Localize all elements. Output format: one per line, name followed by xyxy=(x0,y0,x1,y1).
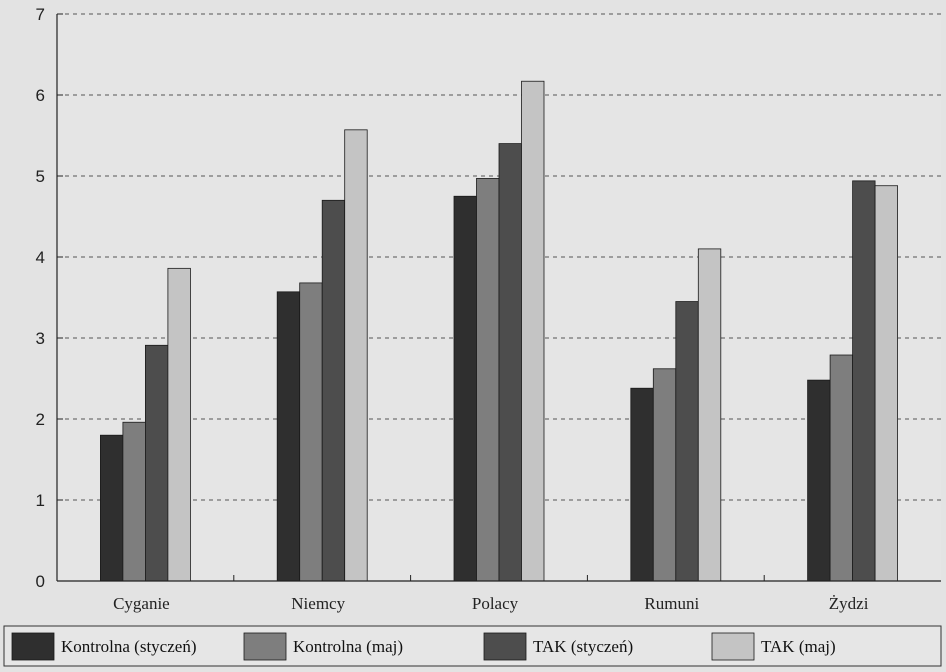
legend-swatch-4 xyxy=(711,632,755,661)
bar-cyganie-series-1 xyxy=(100,434,124,582)
legend-swatch-2 xyxy=(243,632,287,661)
bar-rumuni-series-3 xyxy=(675,301,699,582)
bars xyxy=(100,80,898,582)
bar-polacy-series-3 xyxy=(498,143,522,582)
bar-żydzi-series-3 xyxy=(852,180,876,582)
y-tick-label-3: 3 xyxy=(36,329,45,348)
bar-niemcy-series-3 xyxy=(321,199,346,582)
bar-cyganie-series-3 xyxy=(144,344,169,582)
bar-polacy-series-1 xyxy=(453,195,477,582)
legend-label-4: TAK (maj) xyxy=(761,637,836,656)
bar-polacy-series-4 xyxy=(521,80,545,582)
bar-cyganie-series-2 xyxy=(122,421,146,582)
bar-żydzi-series-1 xyxy=(807,379,831,582)
category-label-2: Niemcy xyxy=(291,594,345,613)
legend-label-1: Kontrolna (styczeń) xyxy=(61,637,196,656)
legend-frame xyxy=(3,625,942,667)
legend-swatch-1 xyxy=(11,632,55,661)
category-label-5: Żydzi xyxy=(829,594,869,613)
y-tick-label-6: 6 xyxy=(36,86,45,105)
bar-rumuni-series-4 xyxy=(697,248,722,582)
y-tick-label-2: 2 xyxy=(36,410,45,429)
bar-polacy-series-2 xyxy=(476,178,500,582)
y-tick-label-0: 0 xyxy=(36,572,45,591)
y-tick-label-4: 4 xyxy=(36,248,45,267)
axes xyxy=(56,13,941,582)
bar-niemcy-series-1 xyxy=(276,291,301,582)
y-tick-label-1: 1 xyxy=(36,491,45,510)
legend-label-2: Kontrolna (maj) xyxy=(293,637,403,656)
bar-cyganie-series-4 xyxy=(167,267,191,582)
category-labels: Cyganie Niemcy Polacy Rumuni Żydzi xyxy=(113,594,869,613)
bar-żydzi-series-4 xyxy=(874,185,898,582)
y-tick-label-7: 7 xyxy=(36,5,45,24)
bar-rumuni-series-2 xyxy=(652,368,677,582)
bar-niemcy-series-2 xyxy=(299,282,323,582)
category-label-1: Cyganie xyxy=(113,594,170,613)
category-label-4: Rumuni xyxy=(644,594,699,613)
bar-niemcy-series-4 xyxy=(344,129,368,582)
legend-label-3: TAK (styczeń) xyxy=(533,637,633,656)
category-label-3: Polacy xyxy=(472,594,519,613)
y-tick-label-5: 5 xyxy=(36,167,45,186)
legend: Kontrolna (styczeń) Kontrolna (maj) TAK (s… xyxy=(3,625,942,667)
legend-swatch-3 xyxy=(483,632,527,661)
bar-żydzi-series-2 xyxy=(829,354,853,582)
y-tick-labels: 0 1 2 3 4 5 6 7 xyxy=(36,5,45,591)
bar-rumuni-series-1 xyxy=(630,387,654,582)
